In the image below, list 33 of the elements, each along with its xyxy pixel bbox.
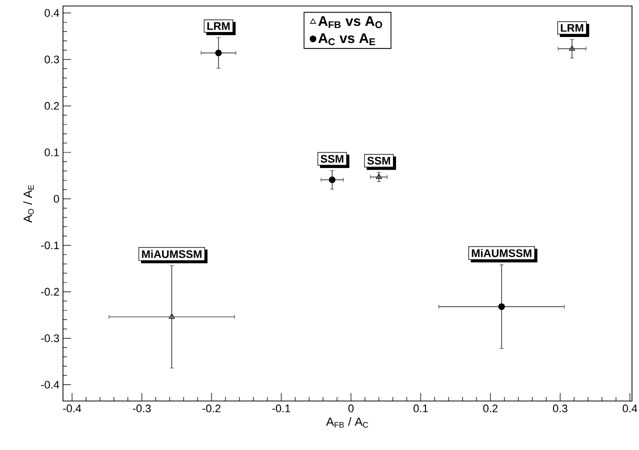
x-tick-label: 0.1 (414, 404, 428, 412)
y-tick-label: 0.1 (44, 148, 59, 156)
x-tick-label: 0.4 (622, 404, 638, 412)
annotation: MiAUMSSM (472, 249, 532, 258)
y-tick-label: -0.1 (41, 241, 59, 250)
point (215, 50, 222, 56)
point (569, 45, 575, 51)
x-tick-label: 0.3 (552, 404, 568, 412)
x-tick-label: -0.4 (63, 404, 82, 412)
legend-label: A$_{C}$ vs A$_{E}$ (318, 33, 376, 46)
x-tick-label: -0.3 (132, 404, 151, 412)
annotation: SSM (320, 154, 344, 163)
y-tick-label: -0.2 (41, 288, 59, 296)
annotation: LRM (207, 22, 230, 30)
x-tick-label: 0 (348, 404, 354, 412)
y-tick-label: 0.3 (44, 56, 59, 64)
x-tick-label: 0.2 (483, 404, 498, 412)
y-tick-label: -0.4 (41, 380, 60, 389)
y-tick-label: -0.3 (41, 334, 59, 342)
annotation: MiAUMSSM (142, 250, 202, 258)
y-tick-label: 0 (54, 194, 60, 203)
point (168, 314, 175, 319)
y-tick-label: 0.4 (44, 9, 60, 17)
x-tick-label: -0.2 (202, 404, 220, 412)
point (328, 176, 336, 184)
y-axis-title: A$_{O}$ / A$_{E}$ (23, 185, 34, 223)
x-tick-label: -0.1 (272, 404, 290, 412)
legend-label: A$_{FB}$ vs A$_{O}$ (318, 16, 382, 28)
annotation: SSM (367, 156, 390, 165)
y-tick-label: 0.2 (44, 102, 59, 110)
x-axis-title: A$_{FB}$ / A$_{C}$ (326, 417, 368, 428)
point (498, 303, 505, 310)
annotation: LRM (560, 24, 584, 32)
